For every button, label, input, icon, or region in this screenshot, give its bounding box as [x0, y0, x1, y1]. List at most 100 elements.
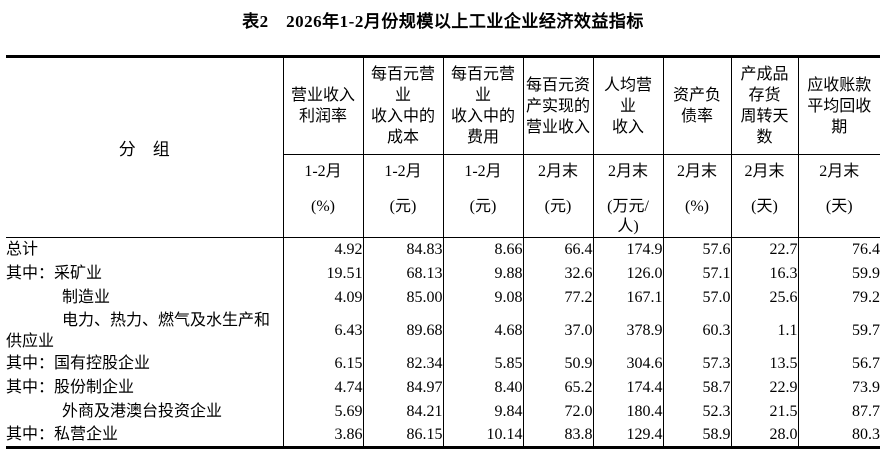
data-cell: 22.7 — [730, 237, 798, 262]
row-label: 其中：采矿业 — [6, 265, 103, 282]
period-unit-cell: 2月末 (万元/ 人) — [592, 154, 663, 238]
data-cell: 57.0 — [662, 285, 731, 310]
data-cell: 126.0 — [592, 261, 663, 286]
unit-label: (元) — [389, 198, 417, 215]
table-row-manufacturing: 制造业 4.09 85.00 9.08 77.2 167.1 57.0 25.6… — [6, 285, 880, 310]
data-cell: 72.0 — [522, 399, 593, 424]
data-cell: 52.3 — [662, 399, 731, 424]
table-row-mining: 其中：采矿业 19.51 68.13 9.88 32.6 126.0 57.1 … — [6, 261, 880, 286]
data-cell: 58.9 — [662, 423, 731, 448]
data-cell: 21.5 — [730, 399, 798, 424]
data-cell: 304.6 — [592, 351, 663, 376]
data-cell: 84.97 — [362, 375, 443, 400]
data-cell: 4.92 — [282, 237, 363, 262]
data-cell: 32.6 — [522, 261, 593, 286]
economic-indicators-table: 分 组 营业收入 利润率 每百元营 业 收入中的 成本 每百元营 业 收入中的 … — [6, 55, 880, 449]
data-cell: 4.74 — [282, 375, 363, 400]
data-cell: 68.13 — [362, 261, 443, 286]
period-unit-cell: 1-2月 (%) — [282, 154, 363, 238]
data-cell: 174.4 — [592, 375, 663, 400]
data-cell: 9.88 — [442, 261, 523, 286]
data-cell: 3.86 — [282, 423, 363, 448]
period-unit-cell: 2月末 (天) — [797, 154, 880, 238]
data-cell: 86.15 — [362, 423, 443, 448]
data-cell: 73.9 — [797, 375, 880, 400]
period-label: 2月末 — [819, 163, 860, 180]
row-label: 其中：私营企业 — [6, 426, 119, 444]
data-cell: 19.51 — [282, 261, 363, 286]
data-cell: 8.40 — [442, 375, 523, 400]
row-label: 外商及港澳台投资企业 — [62, 403, 223, 420]
data-cell: 87.7 — [797, 399, 880, 424]
table-row-private: 其中：私营企业 3.86 86.15 10.14 83.8 129.4 58.9… — [6, 423, 880, 448]
data-cell: 56.7 — [797, 351, 880, 376]
period-unit-cell: 1-2月 (元) — [362, 154, 443, 238]
data-cell: 57.6 — [662, 237, 731, 262]
data-cell: 13.5 — [730, 351, 798, 376]
row-label: 制造业 — [62, 289, 111, 306]
row-label: 其中：股份制企业 — [6, 379, 135, 396]
unit-label: (%) — [685, 198, 709, 215]
data-cell: 129.4 — [592, 423, 663, 448]
column-header-revenue-per-capita: 人均营 业 收入 — [592, 56, 663, 155]
period-label: 1-2月 — [384, 163, 422, 180]
data-cell: 65.2 — [522, 375, 593, 400]
data-cell: 85.00 — [362, 285, 443, 310]
data-cell: 77.2 — [522, 285, 593, 310]
data-cell: 16.3 — [730, 261, 798, 286]
unit-label: (%) — [311, 198, 335, 215]
period-label: 1-2月 — [464, 163, 502, 180]
data-cell: 378.9 — [592, 309, 663, 352]
data-cell: 180.4 — [592, 399, 663, 424]
period-label: 2月末 — [607, 163, 648, 180]
data-cell: 58.7 — [662, 375, 731, 400]
header-row-indicators: 分 组 营业收入 利润率 每百元营 业 收入中的 成本 每百元营 业 收入中的 … — [6, 56, 880, 238]
unit-label: (天) — [825, 198, 853, 215]
period-label: 2月末 — [537, 163, 578, 180]
unit-label: (元) — [544, 198, 572, 215]
data-cell: 84.83 — [362, 237, 443, 262]
table-title: 表2 2026年1-2月份规模以上工业企业经济效益指标 — [242, 12, 644, 31]
data-cell: 9.84 — [442, 399, 523, 424]
data-cell: 22.9 — [730, 375, 798, 400]
period-label: 2月末 — [744, 163, 785, 180]
data-cell: 5.69 — [282, 399, 363, 424]
data-cell: 28.0 — [730, 423, 798, 448]
data-cell: 83.8 — [522, 423, 593, 448]
data-cell: 5.85 — [442, 351, 523, 376]
data-cell: 57.1 — [662, 261, 731, 286]
data-cell: 4.68 — [442, 309, 523, 352]
period-label: 2月末 — [676, 163, 717, 180]
column-header-revenue-per-asset: 每百元资 产实现的 营业收入 — [522, 56, 593, 155]
column-header-debt-ratio: 资产负 债率 — [662, 56, 731, 155]
column-header-expense-per-100: 每百元营 业 收入中的 费用 — [442, 56, 523, 155]
data-cell: 66.4 — [522, 237, 593, 262]
data-cell: 59.9 — [797, 261, 880, 286]
column-header-receivables-period: 应收账款 平均回收 期 — [797, 56, 880, 155]
data-cell: 50.9 — [522, 351, 593, 376]
data-cell: 82.34 — [362, 351, 443, 376]
data-cell: 80.3 — [797, 423, 880, 448]
data-cell: 84.21 — [362, 399, 443, 424]
column-header-profit-rate: 营业收入 利润率 — [282, 56, 363, 155]
row-label: 电力、热力、燃气及水生产和供应业 — [6, 311, 271, 350]
data-cell: 10.14 — [442, 423, 523, 448]
data-cell: 89.68 — [362, 309, 443, 352]
data-cell: 9.08 — [442, 285, 523, 310]
column-header-inventory-turnover: 产成品 存货 周转天 数 — [730, 56, 798, 155]
data-cell: 6.43 — [282, 309, 363, 352]
data-cell: 76.4 — [797, 237, 880, 262]
data-cell: 37.0 — [522, 309, 593, 352]
data-cell: 79.2 — [797, 285, 880, 310]
period-unit-cell: 2月末 (%) — [662, 154, 731, 238]
data-cell: 167.1 — [592, 285, 663, 310]
period-label: 1-2月 — [304, 163, 342, 180]
data-cell: 1.1 — [730, 309, 798, 352]
group-column-header: 分 组 — [6, 56, 284, 238]
period-unit-cell: 2月末 (元) — [522, 154, 593, 238]
table-row-shareholding: 其中：股份制企业 4.74 84.97 8.40 65.2 174.4 58.7… — [6, 375, 880, 400]
data-cell: 25.6 — [730, 285, 798, 310]
table-row-state-holding: 其中：国有控股企业 6.15 82.34 5.85 50.9 304.6 57.… — [6, 351, 880, 376]
period-unit-cell: 2月末 (天) — [730, 154, 798, 238]
